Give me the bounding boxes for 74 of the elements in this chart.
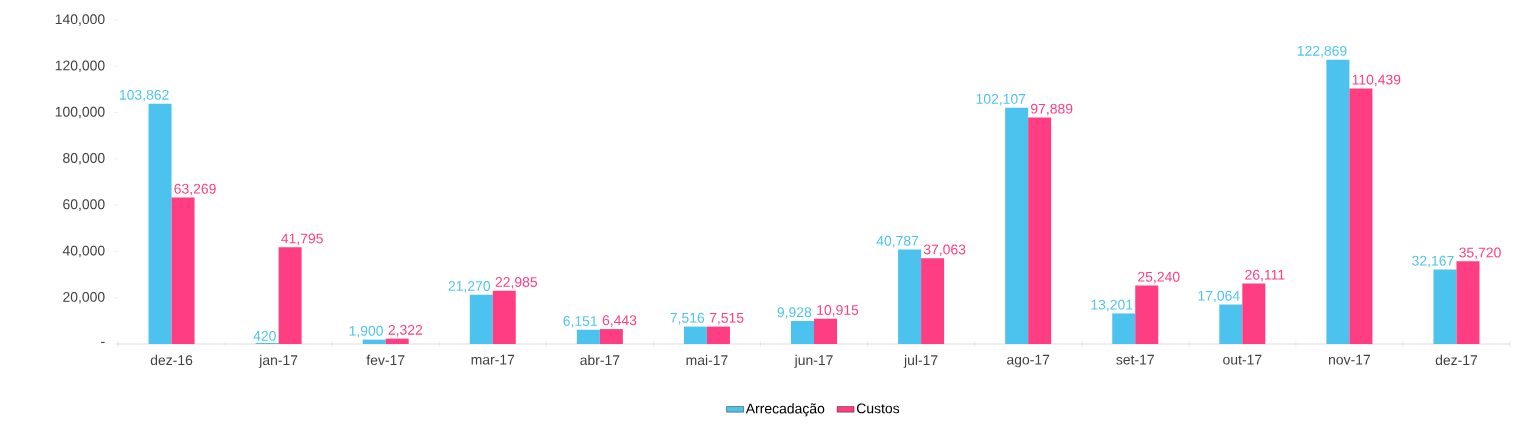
bar [148,103,172,344]
bar [814,318,838,344]
bar [1135,285,1159,344]
bar [385,338,409,344]
x-tick-label: out-17 [1223,354,1262,365]
x-tick-label: dez-16 [150,354,193,366]
data-label: 13,201 [1091,299,1133,312]
bar [706,326,730,344]
x-tick-label: jan-17 [258,354,298,368]
bar [1028,117,1052,344]
x-tick-label: dez-17 [1435,354,1478,366]
data-label: 37,063 [923,244,966,257]
bar [683,326,707,344]
data-label: 7,515 [709,313,744,325]
data-label: 6,443 [602,315,637,327]
data-label: 25,240 [1138,271,1180,284]
data-label: 41,795 [281,233,323,246]
y-tick-label: 60,000 [63,199,105,211]
data-label: 122,869 [1297,45,1347,58]
y-tick-label: - [101,341,105,343]
data-label: 7,516 [670,312,705,325]
bar [1112,313,1136,344]
data-label: 6,151 [563,316,597,328]
data-label: 21,270 [448,281,491,293]
bar [791,321,815,344]
x-tick-label: mar-17 [471,354,515,365]
data-label: 22,985 [495,277,538,289]
bar [492,290,516,344]
bar [1242,283,1266,344]
x-tick-label: ago-17 [1007,354,1050,368]
legend-label: Custos [856,403,900,414]
data-label: 35,720 [1459,247,1501,260]
bar [1433,269,1457,344]
bar [278,247,302,344]
x-tick-label: abr-17 [580,354,620,366]
data-label: 103,862 [119,89,169,102]
data-label: 9,928 [777,307,812,319]
y-tick-label: 120,000 [55,60,105,73]
bar [1456,261,1480,344]
legend-label: Arrecadação [745,403,825,417]
bar [1326,59,1350,344]
bar [898,249,922,344]
data-label: 2,322 [388,324,423,337]
y-tick-label: 20,000 [63,291,105,304]
data-label: 10,915 [817,305,859,317]
bar [1219,304,1243,344]
bar [362,339,386,344]
data-label: 40,787 [876,235,919,248]
bar [469,294,493,344]
bar [1349,88,1373,344]
x-tick-label: fev-17 [366,354,405,366]
bar [1005,107,1029,344]
bar [599,329,623,344]
data-label: 97,889 [1031,103,1073,116]
data-label: 1,900 [349,325,383,338]
x-tick-label: jul-17 [903,354,938,368]
data-label: 420 [253,330,276,341]
bar [921,258,945,344]
data-label: 102,107 [976,93,1026,106]
bar [171,197,195,344]
bar [576,329,600,344]
data-label: 110,439 [1352,74,1401,87]
data-label: 26,111 [1245,269,1285,282]
x-tick-label: nov-17 [1329,354,1371,365]
y-tick-label: 40,000 [62,245,105,258]
y-tick-label: 80,000 [63,153,105,165]
x-tick-label: mai-17 [686,354,728,366]
x-tick-label: set-17 [1116,354,1154,365]
data-label: 17,064 [1198,290,1240,303]
x-tick-label: jun-17 [794,354,833,368]
data-label: 63,269 [174,183,216,196]
data-label: 32,167 [1412,255,1454,268]
y-tick-label: 100,000 [55,106,105,119]
y-tick-label: 140,000 [55,14,105,26]
